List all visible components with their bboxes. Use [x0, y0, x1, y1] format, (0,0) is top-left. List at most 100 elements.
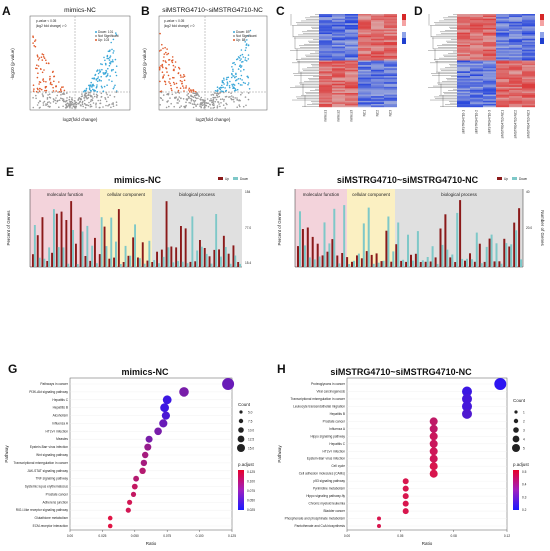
volcano-point: [89, 85, 91, 88]
volcano-point: [163, 74, 165, 76]
volcano-point: [39, 106, 41, 109]
legend-up: Up: [504, 177, 508, 181]
bar-up: [321, 255, 324, 267]
volcano-point: [164, 46, 166, 49]
heatmap-cell: [483, 85, 496, 88]
heatmap-cell: [319, 49, 332, 52]
heatmap-cell: [319, 29, 332, 32]
volcano-point: [103, 73, 105, 75]
volcano-point: [171, 59, 173, 62]
dot: [133, 475, 140, 482]
heatmap-cell: [319, 23, 332, 26]
y-axis-label: Pathway: [277, 445, 282, 463]
volcano-point: [164, 60, 167, 62]
pathway-label: Leukocyte transendothelial migration: [293, 404, 345, 408]
heatmap-cell: [483, 74, 496, 77]
heatmap-cell: [332, 93, 345, 95]
bar-up: [410, 254, 412, 267]
volcano-plot-a: -log10 (p-value) log2(fold change) p-val…: [10, 15, 131, 122]
dot: [140, 459, 148, 467]
bar-down: [196, 250, 199, 267]
heatmap-cell: [384, 83, 397, 86]
volcano-point: [248, 88, 251, 90]
volcano-point: [45, 103, 47, 105]
heatmap-cell: [457, 48, 470, 50]
heatmap-cell: [358, 80, 371, 83]
heatmap-cell: [457, 55, 470, 58]
dot: [131, 483, 138, 490]
volcano-point: [188, 96, 190, 98]
volcano-point: [32, 90, 35, 92]
heatmap-cell: [371, 85, 384, 88]
bar-down: [186, 263, 189, 267]
heatmap-cell: [509, 18, 522, 21]
sample-label: siMSTRG4710-NC1: [501, 110, 505, 139]
volcano-point: [92, 83, 94, 86]
volcano-point: [73, 100, 76, 102]
volcano-point: [199, 98, 202, 100]
heatmap-cell: [358, 35, 371, 38]
heatmap-cell: [332, 43, 345, 46]
volcano-point: [230, 92, 232, 94]
heatmap-cell: [319, 105, 332, 108]
bar-up: [122, 262, 125, 267]
heatmap-cell: [457, 17, 470, 19]
volcano-point: [245, 44, 248, 46]
heatmap-cell: [457, 66, 470, 69]
volcano-point: [177, 72, 180, 75]
volcano-point: [203, 105, 206, 108]
volcano-point: [100, 75, 102, 78]
volcano-point: [36, 54, 39, 56]
heatmap-cell: [470, 100, 483, 103]
heatmap-cell: [384, 17, 397, 19]
bar-up: [478, 243, 481, 267]
volcano-point: [165, 106, 168, 109]
volcano-point: [159, 80, 161, 83]
heatmap-cell: [319, 82, 332, 84]
volcano-point: [87, 93, 90, 95]
heatmap-cell: [358, 76, 371, 78]
volcano-point: [170, 102, 172, 105]
dot: [429, 462, 438, 471]
bar-up: [498, 261, 501, 267]
count-legend-title: Count: [238, 402, 251, 407]
volcano-point: [113, 50, 115, 52]
volcano-point: [183, 105, 186, 108]
volcano-point: [34, 39, 37, 41]
heatmap-cell: [345, 80, 358, 83]
volcano-point: [247, 83, 249, 86]
dot: [107, 515, 113, 521]
bar-down: [153, 260, 156, 267]
volcano-point: [43, 80, 45, 83]
volcano-point: [161, 71, 164, 73]
heatmap-cell: [345, 85, 358, 88]
bar-up: [189, 261, 192, 267]
heatmap-cell: [470, 27, 483, 30]
bar-up: [141, 242, 144, 267]
count-legend-dot: [514, 410, 518, 414]
volcano-point: [33, 45, 35, 47]
volcano-point: [204, 99, 206, 102]
volcano-point: [178, 68, 181, 70]
heatmap-cell: [470, 26, 483, 29]
heatmap-cell: [319, 14, 332, 16]
go-bar-chart-f: molecular function cellular component bi…: [277, 177, 545, 268]
heatmap-cell: [358, 38, 371, 41]
heatmap-cell: [332, 34, 345, 36]
volcano-point: [159, 32, 161, 35]
pathway-label: Systemic lupus erythematosus: [25, 485, 69, 489]
heatmap-cell: [496, 93, 509, 95]
volcano-point: [53, 80, 55, 83]
volcano-point: [112, 68, 114, 71]
dot: [377, 524, 381, 528]
heatmap-cell: [345, 40, 358, 43]
heatmap-cell: [522, 35, 535, 38]
bar-down: [177, 261, 179, 267]
volcano-point: [177, 89, 180, 92]
volcano-point: [225, 102, 227, 105]
heatmap-cell: [470, 20, 483, 22]
volcano-point: [232, 68, 234, 71]
count-legend-label: 10.0: [248, 429, 254, 433]
sample-label: siMSTRG4710-2: [475, 110, 479, 134]
volcano-point: [98, 79, 101, 82]
